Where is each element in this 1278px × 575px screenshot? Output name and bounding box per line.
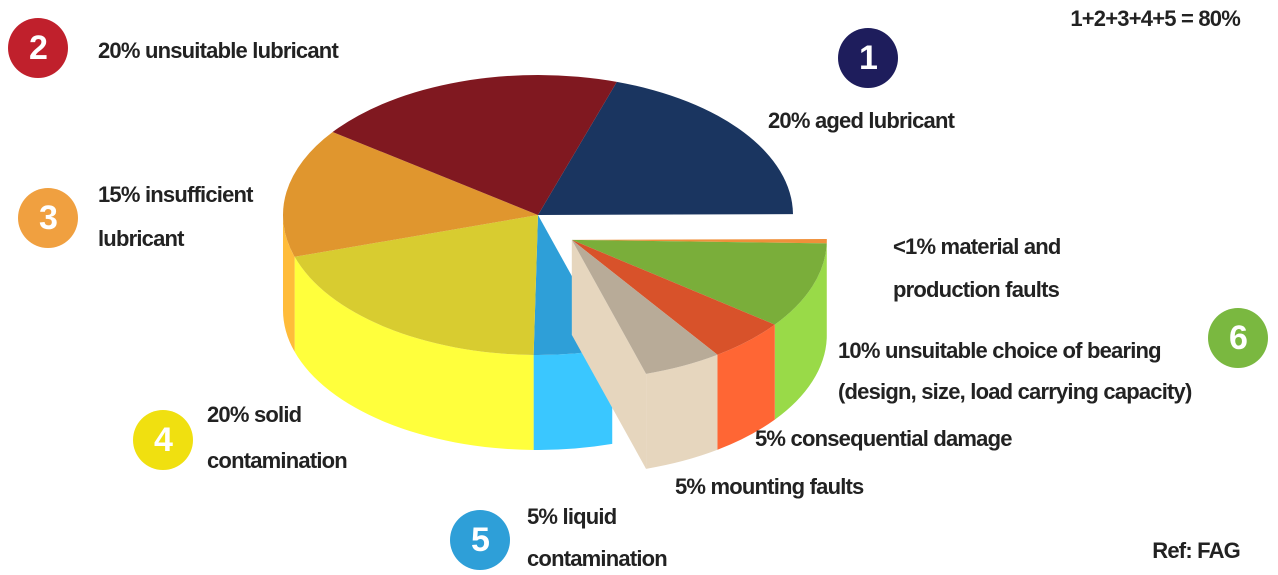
slice-side: [283, 215, 295, 352]
badge-number: 3: [39, 199, 57, 237]
badge-number: 1: [859, 39, 877, 77]
slice-label: contamination: [527, 546, 667, 571]
note: 1+2+3+4+5 = 80%: [1070, 6, 1240, 31]
slice-label: 5% mounting faults: [675, 474, 864, 499]
slice-side: [717, 324, 775, 450]
slice: [571, 239, 827, 325]
slice-label: 20% solid: [207, 402, 301, 427]
slice-side: [294, 256, 534, 450]
slice-label: 20% unsuitable lubricant: [98, 38, 339, 63]
slice: [332, 74, 617, 215]
slice-label: (design, size, load carrying capacity): [838, 379, 1192, 404]
badge: [1208, 308, 1268, 368]
slice: [571, 239, 827, 244]
slice-side: [533, 348, 613, 450]
badge: [8, 18, 68, 78]
slice-side: [646, 354, 718, 469]
slice-label: 10% unsuitable choice of bearing: [838, 338, 1161, 363]
slice: [283, 132, 538, 257]
slice-label: 15% insufficient: [98, 182, 254, 207]
slice-label: 5% consequential damage: [755, 426, 1012, 451]
slice-label: <1% material and: [893, 234, 1061, 259]
slice-label: lubricant: [98, 226, 185, 251]
badge-number: 4: [154, 421, 173, 459]
badge: [133, 410, 193, 470]
badge-number: 2: [29, 29, 47, 67]
slice: [294, 215, 538, 355]
slice-label: production faults: [893, 277, 1060, 302]
badge-number: 6: [1229, 319, 1247, 357]
slice: [571, 239, 775, 355]
slice-cut-face: [571, 239, 647, 469]
slice-label: 5% liquid: [527, 504, 616, 529]
badge: [838, 28, 898, 88]
badge: [450, 510, 510, 570]
badge: [18, 188, 78, 248]
badge-number: 5: [471, 521, 489, 559]
slice-label: contamination: [207, 448, 347, 473]
slice-side: [774, 243, 827, 420]
slice: [538, 81, 793, 216]
slice: [571, 239, 718, 374]
source: Ref: FAG: [1152, 538, 1240, 563]
slice-label: 20% aged lubricant: [768, 108, 956, 133]
